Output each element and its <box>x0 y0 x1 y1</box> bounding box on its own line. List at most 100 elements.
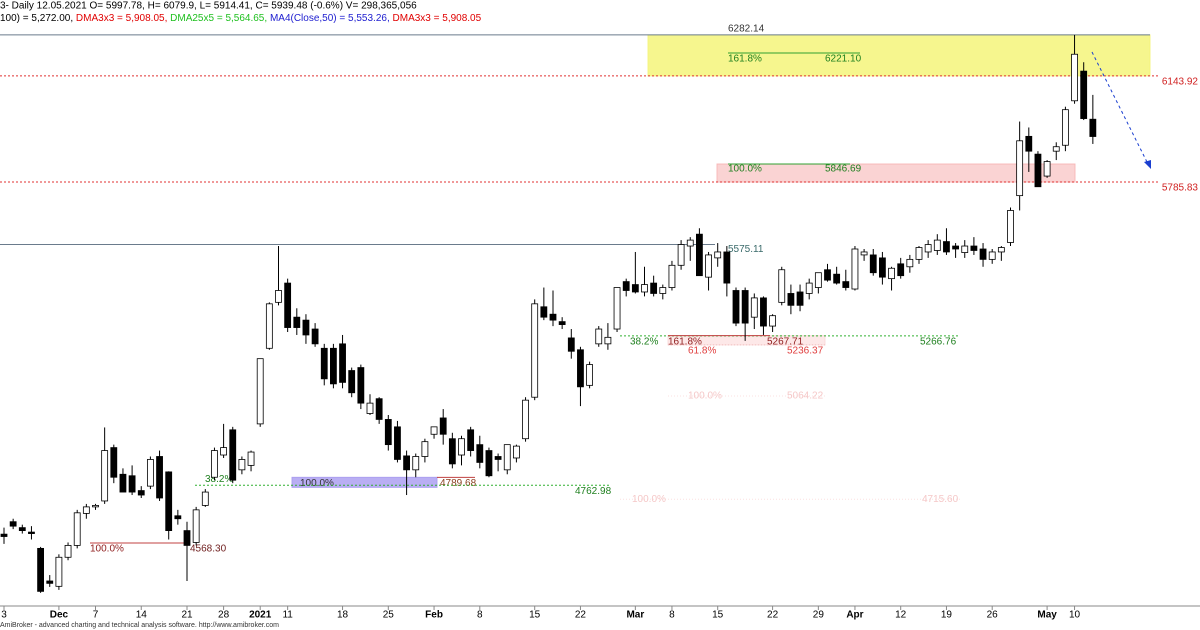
candle-body <box>375 398 383 420</box>
level-label: 4568.30 <box>190 544 227 555</box>
candle-body <box>55 556 63 587</box>
candle-body <box>558 321 566 325</box>
candle-body <box>165 471 173 531</box>
x-tick-label: 14 <box>136 610 148 621</box>
candle-body <box>37 547 44 592</box>
candle-body <box>1007 210 1014 243</box>
candle-body <box>384 419 392 446</box>
candle-body <box>869 254 877 274</box>
candle-body <box>577 349 584 388</box>
candle-body <box>0 533 8 537</box>
candle-body <box>723 251 731 284</box>
candle-body <box>1071 53 1078 102</box>
candle-body <box>146 459 154 487</box>
level-pct: 100.0% <box>688 391 722 402</box>
candle-body <box>1043 161 1051 177</box>
candle-body <box>549 313 557 321</box>
level-label: 5785.83 <box>1162 183 1199 194</box>
x-tick-label: 28 <box>218 610 230 621</box>
candle-body <box>494 456 502 460</box>
candle-body <box>705 254 712 278</box>
candle-body <box>137 490 145 496</box>
x-tick-label: 7 <box>93 610 99 621</box>
candle-body <box>924 244 932 253</box>
candle-body <box>311 328 319 345</box>
x-tick-label: 8 <box>477 610 483 621</box>
candle-body <box>686 239 694 247</box>
level-label: 4715.60 <box>922 494 959 505</box>
candle-body <box>833 273 841 284</box>
zone <box>647 34 1151 77</box>
candle-body <box>348 370 356 394</box>
candle-body <box>183 530 191 546</box>
candle-body <box>961 245 969 253</box>
level-label: 5266.76 <box>920 337 957 348</box>
candle-body <box>339 343 346 383</box>
level-label: 5064.22 <box>787 391 824 402</box>
level-pct: 38.2% <box>630 337 658 348</box>
candle-body <box>247 451 255 466</box>
x-tick-label: 15 <box>712 610 724 621</box>
level-label: 5236.37 <box>787 346 824 357</box>
candle-body <box>458 438 465 456</box>
candle-body <box>485 450 493 477</box>
candle-body <box>503 444 511 471</box>
candle-body <box>906 258 914 268</box>
x-axis-labels: 3 Dec 7 14 21 28 2021 11 18 25 Feb 8 15 22 Mar 8 15 22 29 A… <box>1 606 1081 621</box>
candle-body <box>101 450 109 502</box>
candle-body <box>860 251 868 256</box>
x-tick-label: 22 <box>767 610 779 621</box>
footer: AmiBroker - advanced charting and techni… <box>0 622 279 629</box>
candle-body <box>256 358 264 425</box>
level-pct: 100.0% <box>300 478 334 489</box>
candle-body <box>586 364 593 386</box>
x-tick-label: May <box>1037 610 1057 621</box>
candle-body <box>421 441 429 457</box>
x-tick-label: 29 <box>813 610 825 621</box>
candle-body <box>650 282 658 294</box>
x-tick-label: 26 <box>987 610 999 621</box>
candles <box>0 34 1097 593</box>
candle-body <box>201 491 209 506</box>
candle-body <box>540 306 548 318</box>
subtitle-part: DMA3x3 = 5,908.05 <box>393 13 482 24</box>
candle-body <box>513 445 520 459</box>
x-tick-label: Apr <box>846 610 863 621</box>
zones <box>291 34 1151 488</box>
candle-body <box>842 281 850 288</box>
candle-body <box>778 269 786 303</box>
candle-body <box>430 426 438 435</box>
candle-body <box>412 456 420 471</box>
candle-body <box>567 337 575 352</box>
level-label: 6221.10 <box>825 54 862 65</box>
level-label: 4762.98 <box>575 486 612 497</box>
x-tick-label: 25 <box>383 610 395 621</box>
level-pct: 61.8% <box>688 346 716 357</box>
level-label: 5267.71 <box>767 336 804 347</box>
arrow-head <box>1144 160 1151 169</box>
candle-body <box>174 515 182 520</box>
x-tick-label: 21 <box>181 610 193 621</box>
candle-body <box>229 429 237 481</box>
level-label: 4789.68 <box>440 478 477 489</box>
candle-body <box>82 506 90 514</box>
candle-body <box>46 580 54 584</box>
candle-body <box>110 447 118 478</box>
candle-body <box>824 269 831 281</box>
candle-body <box>979 248 987 260</box>
candle-body <box>1025 135 1033 152</box>
candle-body <box>851 248 859 290</box>
candle-body <box>439 417 447 435</box>
candle-body <box>522 399 529 440</box>
candle-body <box>897 263 905 277</box>
candle-body <box>933 239 941 251</box>
candle-body <box>1034 153 1042 188</box>
x-tick-label: 22 <box>575 610 587 621</box>
candle-body <box>970 245 978 251</box>
chart-title: 3- Daily 12.05.2021 O= 5997.78, H= 6079.… <box>0 1 417 12</box>
subtitle-part: MA4(Close,50) = 5,553.26, <box>270 13 393 24</box>
candle-body <box>238 459 246 471</box>
x-tick-label: 3 <box>1 610 7 621</box>
candle-body <box>805 282 813 294</box>
